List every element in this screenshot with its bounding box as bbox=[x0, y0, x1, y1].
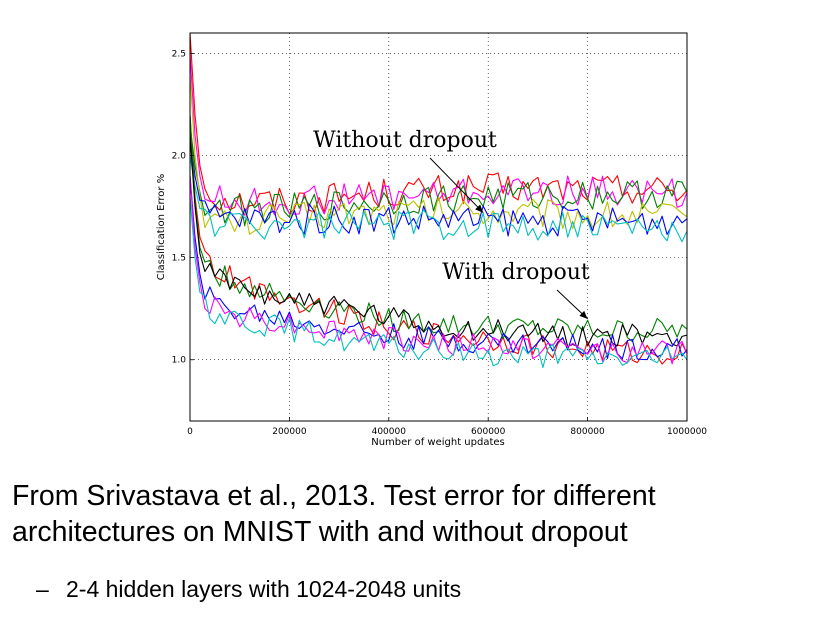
series-line-without bbox=[190, 53, 687, 216]
x-tick-label: 1000000 bbox=[667, 427, 707, 437]
series-line-with bbox=[190, 196, 687, 369]
series-line-without bbox=[190, 73, 687, 235]
series-line-with bbox=[190, 135, 687, 348]
plot-frame bbox=[189, 32, 688, 422]
x-tick-label: 400000 bbox=[372, 427, 407, 437]
x-tick-label: 600000 bbox=[471, 427, 506, 437]
y-axis-label: Classification Error % bbox=[156, 174, 167, 280]
y-tick-label: 2.5 bbox=[172, 49, 186, 59]
x-tick-label: 800000 bbox=[570, 427, 605, 437]
annotations: Without dropout With dropout bbox=[313, 128, 590, 320]
x-tick-label: 200000 bbox=[272, 427, 307, 437]
x-tick-label: 0 bbox=[187, 427, 193, 437]
annotation-arrowhead bbox=[579, 310, 588, 319]
caption-line-2: architectures on MNIST with and without … bbox=[12, 516, 628, 548]
axis-ticks: 0 200000 400000 600000 800000 1000000 1.0 1.5 2.… bbox=[172, 49, 708, 437]
y-tick-label: 2.0 bbox=[172, 152, 187, 162]
series-line-without bbox=[190, 155, 687, 243]
bullet-item: –2-4 hidden layers with 1024-2048 units bbox=[36, 576, 461, 603]
grid-lines bbox=[190, 33, 687, 421]
series-line-with bbox=[190, 114, 687, 365]
caption-line-1: From Srivastava et al., 2013. Test error… bbox=[12, 480, 656, 512]
annotation-label: Without dropout bbox=[313, 128, 497, 153]
series-line-with bbox=[190, 114, 687, 342]
y-tick-label: 1.0 bbox=[172, 356, 187, 366]
annotation-arrow bbox=[429, 157, 484, 214]
line-chart: 0 200000 400000 600000 800000 1000000 1.0 1.5 2.… bbox=[156, 32, 708, 448]
series-line-without bbox=[190, 135, 687, 237]
series-line-without bbox=[190, 33, 687, 215]
bullet-dash: – bbox=[36, 576, 49, 602]
annotation-arrowhead bbox=[475, 204, 484, 213]
bullet-text: 2-4 hidden layers with 1024-2048 units bbox=[66, 576, 462, 602]
series-lines bbox=[190, 33, 687, 369]
y-tick-label: 1.5 bbox=[172, 254, 186, 264]
x-axis-label: Number of weight updates bbox=[371, 437, 505, 448]
series-line-without bbox=[190, 124, 687, 227]
annotation-label: With dropout bbox=[442, 260, 590, 285]
series-line-with bbox=[190, 175, 687, 361]
figure-caption: From Srivastava et al., 2013. Test error… bbox=[12, 478, 827, 550]
